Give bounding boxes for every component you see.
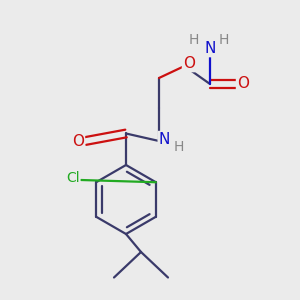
Text: O: O <box>183 56 195 71</box>
Text: N: N <box>159 132 170 147</box>
Text: H: H <box>218 34 229 47</box>
Text: O: O <box>72 134 84 148</box>
Text: N: N <box>204 41 216 56</box>
Text: H: H <box>173 140 184 154</box>
Text: H: H <box>188 34 199 47</box>
Text: Cl: Cl <box>66 172 80 185</box>
Text: O: O <box>237 76 249 92</box>
